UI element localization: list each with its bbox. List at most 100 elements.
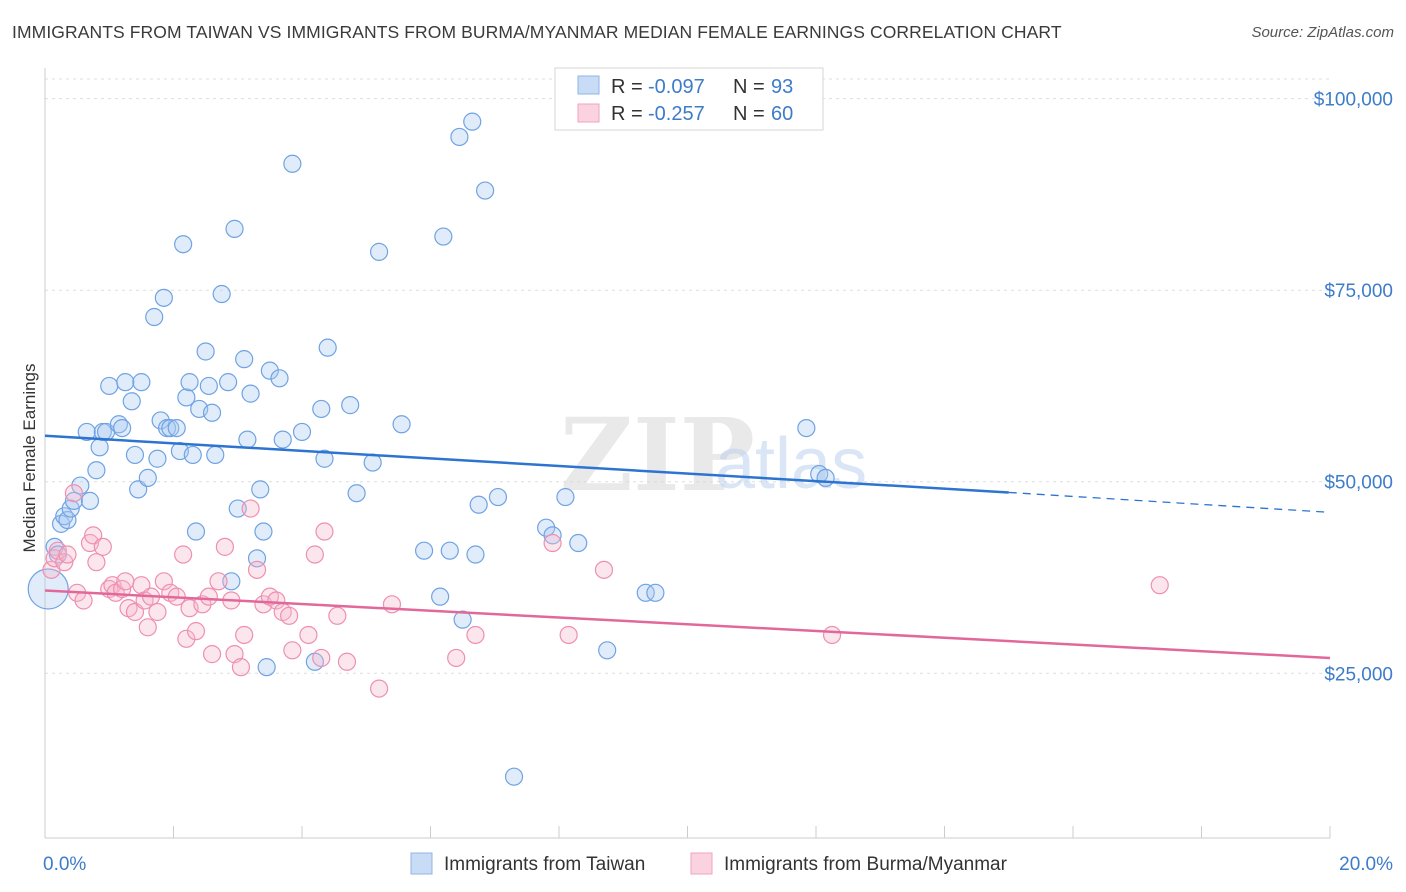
point-taiwan [58,510,77,530]
chart-title: IMMIGRANTS FROM TAIWAN VS IMMIGRANTS FRO… [12,22,1062,42]
point-taiwan [225,219,244,238]
point-burma [466,625,485,645]
point-taiwan [453,610,472,629]
point-taiwan [138,468,157,488]
legend-r-value-taiwan: -0.097 [648,76,705,98]
trend-line-taiwan [44,434,1009,494]
point-taiwan [312,399,331,419]
legend-n-label-burma: N = [733,103,765,125]
point-taiwan [476,181,495,200]
point-taiwan [116,373,135,392]
point-taiwan [161,418,180,438]
legend-bottom: Immigrants from Taiwan Immigrants from B… [410,852,1008,875]
point-burma [447,648,466,668]
point-burma [235,625,254,645]
x-tick-label-min: 0.0% [43,854,86,875]
point-taiwan [148,449,167,468]
legend-box [554,67,824,131]
legend-r-label-taiwan: R = [611,76,643,98]
point-burma [58,545,77,564]
point-taiwan [125,445,145,465]
point-burma [74,591,93,610]
legend-r-value-burma: -0.257 [648,103,705,125]
legend-swatch-taiwan [577,75,600,95]
point-burma [93,537,112,556]
legend-n-value-taiwan: 93 [771,76,793,98]
point-burma [559,625,578,645]
point-taiwan [469,495,488,514]
point-taiwan [241,384,260,403]
point-burma [280,606,299,625]
point-taiwan [347,484,366,503]
watermark-zip: ZIP [560,396,755,514]
point-taiwan [797,418,816,438]
point-burma [312,648,331,668]
point-taiwan [270,369,289,388]
point-taiwan [392,415,411,434]
point-burma [154,572,173,591]
point-taiwan [370,242,389,261]
point-taiwan [167,418,186,438]
point-taiwan [174,235,193,254]
point-taiwan [80,491,100,510]
point-burma [299,625,318,645]
point-taiwan [228,499,247,518]
point-taiwan [598,641,617,660]
point-taiwan [260,361,279,380]
chart-source: Source: ZipAtlas.com [1251,24,1394,41]
point-taiwan [196,342,215,361]
point-taiwan [251,480,270,499]
point-burma [174,545,193,564]
legend-n-value-burma: 60 [771,103,793,125]
point-burma [48,541,67,560]
point-burma [247,560,267,579]
trend-line-burma [44,589,1331,660]
point-taiwan [177,388,196,407]
point-taiwan [315,449,334,468]
legend-top: R = -0.097 N = 93 R = -0.257 N = 60 [554,67,824,131]
point-taiwan [292,422,312,442]
point-taiwan [646,583,665,602]
point-taiwan [273,430,292,449]
point-taiwan [257,658,276,677]
point-taiwan [450,127,469,147]
y-tick-labels: $25,000 $50,000 $75,000 $100,000 [1314,90,1393,686]
legend-bottom-swatch-burma [690,852,713,875]
point-taiwan [64,491,84,510]
point-burma [283,641,302,660]
point-taiwan [254,522,273,541]
point-burma [209,572,228,591]
point-taiwan [556,487,575,507]
data-points [27,112,1169,786]
point-burma [231,658,251,677]
point-burma [64,484,84,503]
point-burma [543,533,562,553]
point-taiwan [186,522,206,541]
point-taiwan [90,438,109,457]
point-taiwan [238,430,257,449]
axes [44,68,1331,839]
point-burma [1150,576,1169,595]
legend-swatch-burma [577,103,600,123]
legend-bottom-swatch-taiwan [410,852,433,875]
x-tick-label-max: 20.0% [1339,854,1393,875]
point-burma [822,625,842,645]
point-taiwan [466,545,485,564]
point-burma [186,622,206,641]
legend-n-label-taiwan: N = [733,76,765,98]
point-burma [199,587,218,606]
point-taiwan [318,338,337,357]
trend-lines [44,434,1331,660]
point-taiwan [636,583,655,602]
point-burma [315,522,334,541]
point-taiwan [504,767,524,786]
y-tick-label: $25,000 [1324,664,1393,685]
y-tick-label: $75,000 [1324,281,1393,302]
trend-line-taiwan-extension [1008,491,1331,514]
point-taiwan [145,307,164,327]
point-taiwan [219,373,238,392]
legend-bottom-label-taiwan: Immigrants from Taiwan [444,854,645,875]
point-taiwan [816,468,835,488]
legend-r-label-burma: R = [611,103,643,125]
point-taiwan [27,568,69,610]
